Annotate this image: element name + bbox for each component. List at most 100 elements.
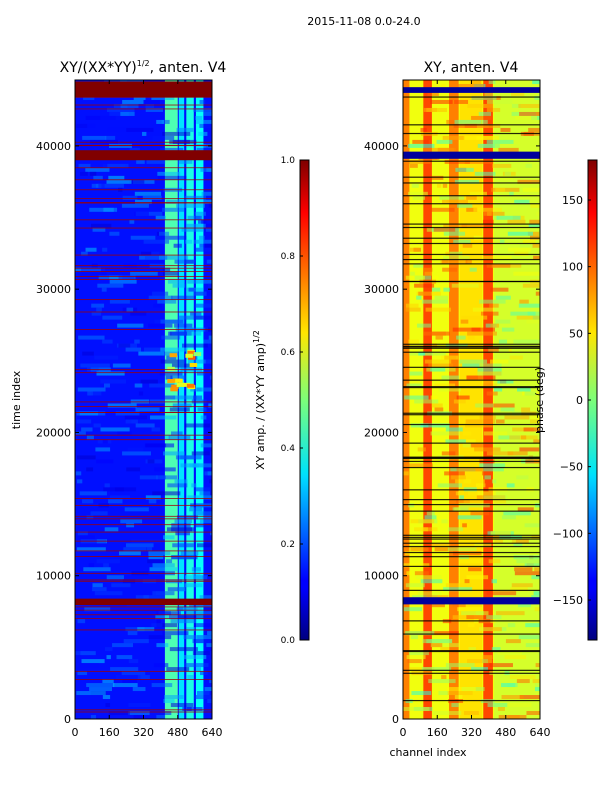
phase-colorbar-ticks: 150 100 50 0 −50 −100 −150 [553, 194, 591, 607]
heatmap-texture [123, 547, 147, 552]
heatmap-saturated-row-1 [403, 151, 540, 159]
heatmap-texture [96, 371, 125, 376]
heatmap-texture [191, 451, 210, 456]
heatmap-texture [92, 587, 107, 592]
heatmap-texture [445, 343, 468, 348]
heatmap-texture [511, 583, 533, 588]
heatmap-texture [119, 551, 141, 556]
heatmap-streak [403, 565, 540, 567]
heatmap-streak [75, 372, 212, 374]
heatmap-texture [466, 615, 484, 620]
heatmap-streak [403, 366, 540, 368]
heatmap-texture [417, 591, 442, 596]
heatmap-texture [406, 159, 431, 164]
heatmap-streak [403, 699, 540, 702]
heatmap-streak [403, 195, 540, 197]
y-tick-label: 0 [392, 713, 399, 726]
heatmap-texture [534, 95, 540, 100]
phase-colorbar: 150 100 50 0 −50 −100 −150 phase (deg) [533, 159, 598, 641]
heatmap-texture [404, 551, 420, 556]
heatmap-texture [208, 403, 212, 408]
heatmap-texture [512, 427, 534, 432]
heatmap-texture [137, 627, 155, 632]
heatmap-texture [172, 543, 194, 548]
heatmap-texture [149, 567, 179, 572]
heatmap-texture [156, 619, 161, 624]
heatmap-texture [203, 439, 210, 444]
heatmap-texture [178, 587, 186, 592]
amplitude-panel-title: XY/(XX*YY)1/2, anten. V4 [60, 59, 227, 76]
heatmap-texture [435, 335, 443, 340]
heatmap-texture [156, 611, 181, 616]
heatmap-texture [78, 707, 89, 712]
heatmap-texture [84, 607, 111, 612]
heatmap-streak [75, 202, 212, 204]
heatmap-texture [184, 575, 203, 580]
heatmap-texture [411, 183, 419, 188]
heatmap-texture [439, 195, 465, 200]
heatmap-texture [403, 471, 409, 476]
heatmap-texture [151, 427, 160, 432]
heatmap-texture [461, 315, 488, 320]
heatmap-texture [490, 531, 511, 536]
heatmap-streak [75, 515, 212, 517]
heatmap-streak [75, 614, 212, 616]
heatmap-texture [527, 231, 540, 236]
heatmap-texture [514, 567, 533, 572]
phase-panel: XY, anten. V4 0 160 320 480 640 0 10000 20000 30… [364, 60, 551, 759]
heatmap-texture [462, 363, 480, 368]
heatmap-texture [206, 259, 212, 264]
heatmap-texture [430, 603, 445, 608]
heatmap-texture [508, 247, 531, 252]
heatmap-texture [514, 251, 529, 256]
heatmap-texture [135, 199, 152, 204]
heatmap-texture [422, 351, 446, 356]
heatmap-texture [166, 199, 187, 204]
heatmap-texture [189, 463, 204, 468]
heatmap-texture [162, 207, 185, 212]
heatmap-texture [479, 363, 502, 368]
figure-suptitle: 2015-11-08 0.0-24.0 [307, 15, 420, 28]
heatmap-texture [482, 467, 504, 472]
heatmap-texture [479, 463, 506, 468]
heatmap-texture [434, 407, 444, 412]
heatmap-texture [163, 451, 185, 456]
heatmap-texture [516, 679, 530, 684]
heatmap-texture [167, 279, 185, 284]
heatmap-texture [500, 539, 516, 544]
heatmap-texture [448, 527, 464, 532]
heatmap-texture [192, 511, 212, 516]
heatmap-texture [452, 615, 474, 620]
y-tick-label: 40000 [364, 140, 399, 153]
heatmap-texture [501, 515, 516, 520]
heatmap-texture [192, 651, 210, 656]
heatmap-texture [476, 483, 486, 488]
heatmap-texture [538, 463, 540, 468]
heatmap-texture [117, 323, 144, 328]
heatmap-texture [204, 687, 212, 692]
heatmap-texture [152, 291, 169, 296]
heatmap-texture [86, 435, 94, 440]
heatmap-texture [160, 711, 172, 716]
heatmap-streak [75, 401, 212, 403]
heatmap-streak [403, 556, 540, 558]
heatmap-texture [199, 99, 206, 104]
heatmap-texture [535, 683, 540, 688]
heatmap-hot-cell [175, 378, 183, 383]
heatmap-texture [205, 227, 212, 232]
heatmap-texture [196, 543, 212, 548]
heatmap-texture [187, 215, 201, 220]
heatmap-texture [139, 475, 158, 480]
colorbar-tick-label: −50 [560, 461, 583, 474]
heatmap-band-4 [449, 80, 459, 719]
heatmap-texture [464, 423, 493, 428]
heatmap-texture [518, 103, 540, 108]
heatmap-saturated-row-1 [75, 150, 212, 161]
heatmap-texture [495, 419, 505, 424]
heatmap-streak [75, 108, 212, 110]
heatmap-texture [431, 643, 443, 648]
heatmap-texture [184, 195, 207, 200]
heatmap-texture [420, 579, 443, 584]
heatmap-streak [75, 299, 212, 301]
amplitude-panel: XY/(XX*YY)1/2, anten. V4 0 160 320 480 640 0 1… [10, 59, 226, 739]
